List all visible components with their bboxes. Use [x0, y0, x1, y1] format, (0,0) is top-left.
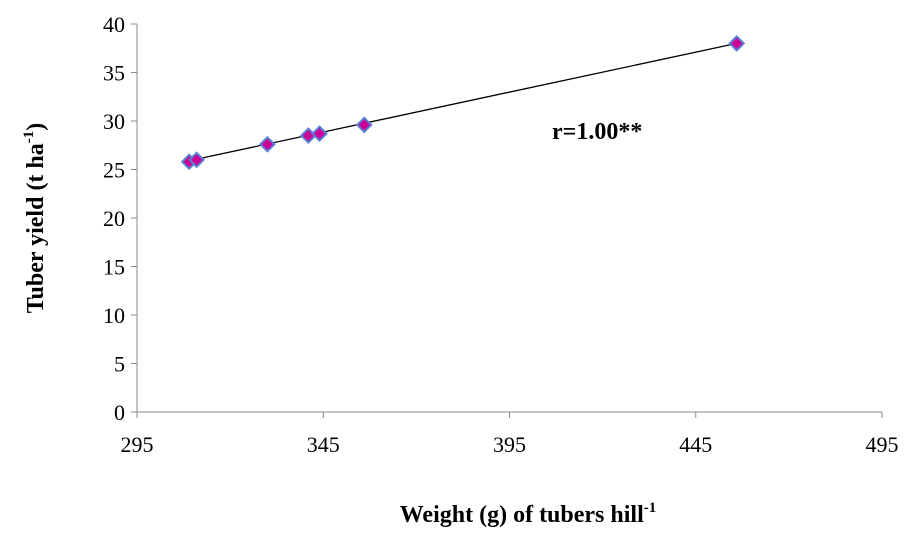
data-point: [258, 135, 276, 153]
x-axis-title-superscript: -1: [644, 500, 657, 516]
y-axis-ticks: 0 5 10 15 20 25 30 35 40: [103, 12, 137, 425]
x-tick-label: 495: [866, 432, 899, 457]
y-tick-label: 0: [114, 400, 125, 425]
trendline-group: [189, 42, 737, 162]
data-points: [180, 34, 746, 171]
y-axis-title: Tuber yield (t ha-1): [21, 123, 49, 314]
data-point: [728, 34, 746, 52]
data-point: [311, 125, 328, 143]
x-axis-title: Weight (g) of tubers hill-1: [400, 500, 657, 528]
y-axis-title-close: ): [23, 123, 49, 131]
correlation-annotation: r=1.00**: [552, 119, 642, 145]
y-tick-label: 5: [114, 352, 125, 377]
trendline: [189, 42, 737, 162]
data-point: [355, 116, 373, 134]
x-tick-label: 345: [307, 432, 340, 457]
y-tick-label: 15: [103, 255, 125, 280]
x-tick-label: 395: [493, 432, 526, 457]
x-tick-label: 295: [121, 432, 154, 457]
y-axis-title-text: Tuber yield (t ha: [23, 143, 49, 313]
y-tick-label: 35: [103, 61, 125, 86]
y-axis-title-superscript: -1: [21, 131, 37, 144]
y-tick-label: 20: [103, 206, 125, 231]
x-axis-ticks: 295 345 395 445 495: [121, 412, 899, 457]
data-point: [188, 151, 206, 169]
y-tick-label: 10: [103, 303, 125, 328]
y-tick-label: 25: [103, 158, 125, 183]
axes: [136, 24, 882, 413]
y-tick-label: 40: [103, 12, 125, 37]
y-tick-label: 30: [103, 109, 125, 134]
x-axis-title-text: Weight (g) of tubers hill: [400, 502, 644, 528]
x-tick-label: 445: [679, 432, 712, 457]
